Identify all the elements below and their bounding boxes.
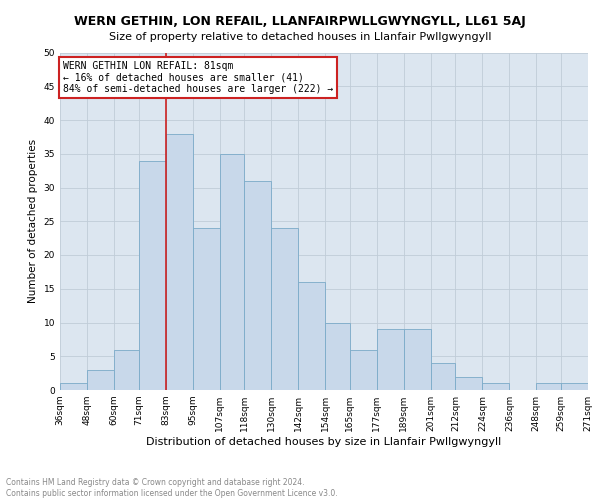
Bar bbox=[220, 154, 244, 390]
Bar bbox=[60, 383, 87, 390]
X-axis label: Distribution of detached houses by size in Llanfair Pwllgwyngyll: Distribution of detached houses by size … bbox=[146, 437, 502, 447]
Text: WERN GETHIN LON REFAIL: 81sqm
← 16% of detached houses are smaller (41)
84% of s: WERN GETHIN LON REFAIL: 81sqm ← 16% of d… bbox=[62, 61, 333, 94]
Bar bbox=[325, 322, 350, 390]
Bar bbox=[482, 383, 509, 390]
Bar bbox=[561, 383, 588, 390]
Bar bbox=[114, 350, 139, 390]
Bar bbox=[139, 160, 166, 390]
Bar bbox=[455, 376, 482, 390]
Bar bbox=[350, 350, 377, 390]
Text: Size of property relative to detached houses in Llanfair Pwllgwyngyll: Size of property relative to detached ho… bbox=[109, 32, 491, 42]
Bar bbox=[87, 370, 114, 390]
Bar bbox=[536, 383, 561, 390]
Text: Contains HM Land Registry data © Crown copyright and database right 2024.
Contai: Contains HM Land Registry data © Crown c… bbox=[6, 478, 338, 498]
Bar bbox=[166, 134, 193, 390]
Bar bbox=[377, 329, 404, 390]
Bar bbox=[271, 228, 298, 390]
Bar bbox=[404, 329, 431, 390]
Bar bbox=[244, 180, 271, 390]
Bar bbox=[431, 363, 455, 390]
Bar bbox=[298, 282, 325, 390]
Bar bbox=[193, 228, 220, 390]
Text: WERN GETHIN, LON REFAIL, LLANFAIRPWLLGWYNGYLL, LL61 5AJ: WERN GETHIN, LON REFAIL, LLANFAIRPWLLGWY… bbox=[74, 15, 526, 28]
Y-axis label: Number of detached properties: Number of detached properties bbox=[28, 139, 38, 304]
